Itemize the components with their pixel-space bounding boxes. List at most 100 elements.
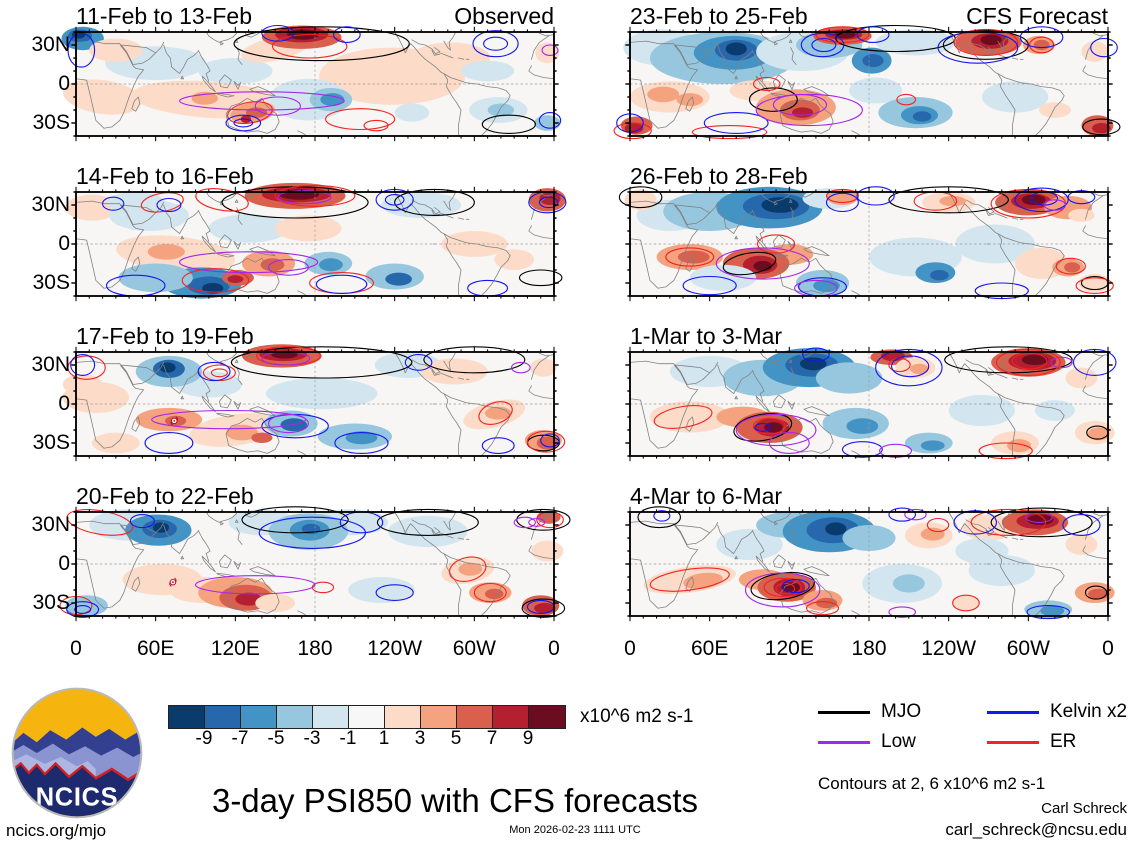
colorbar-tick-label: -9 [195,728,213,749]
er-line-sample [987,740,1039,744]
anomaly-blob [198,58,273,84]
mjo-contour [733,413,793,442]
map-border [75,351,555,457]
anomaly-blob [1033,39,1050,51]
low-contour [772,93,828,116]
anomaly-blob [385,272,412,286]
anomaly-blob [1021,194,1046,205]
x-axis-label: 60W [452,637,496,660]
er-contour [325,108,396,131]
map-panel-23-feb-to-25-feb [613,24,1121,142]
anomaly-blob [815,597,838,609]
mjo-contour [637,506,682,529]
anomaly-blob [910,363,929,375]
coastlines [75,511,555,617]
er-contour [926,517,950,533]
x-axis-label: 0 [1102,637,1114,660]
anomaly-blob [235,592,262,606]
y-axis-label: 30N [31,33,70,56]
low-contour [528,517,546,527]
x-axis-label: 120E [210,637,260,660]
er-contour [181,268,250,293]
kelvin-contour [225,114,262,132]
low-contour [1050,356,1073,369]
y-axis-label: 30N [31,353,70,376]
anomaly-blob [849,77,903,104]
legend-item-low: Low [818,731,916,752]
anomaly-blob [753,260,773,272]
kelvin-contour [483,36,509,51]
anomaly-blob [1092,123,1111,134]
map-border [629,511,1109,617]
anomaly-blob [227,275,244,283]
kelvin-contour [197,361,231,382]
er-contour [756,234,796,254]
colorbar-tick-label: -7 [231,728,249,749]
mjo-contour [521,598,566,618]
coastlines [75,191,555,297]
er-contour [195,188,249,212]
mjo-line-sample [818,710,870,714]
anomaly-blob [487,103,515,117]
anomaly-blob [677,250,710,264]
colorbar-tick-label: -1 [339,728,357,749]
anomaly-blob [348,577,415,603]
legend-item-mjo: MJO [818,701,921,722]
x-axis-label: 0 [548,637,560,660]
er-contour [66,509,134,536]
logo-red-ridge-line [12,761,142,782]
kelvin-contour [67,32,96,68]
anomaly-blob [63,79,143,115]
anomaly-blob [815,362,883,394]
low-contour [744,572,821,608]
kelvin-contour [1072,348,1117,376]
map-border [75,31,555,137]
colorbar-cell [349,706,385,728]
anomaly-blob [799,357,827,371]
anomaly-blob [761,197,799,213]
coastlines [75,31,555,137]
anomaly-blob [381,192,462,218]
legend-item-er: ER [987,731,1076,752]
kelvin-contour [682,275,737,296]
colorbar-cell [493,706,529,728]
panel-title: 23-Feb to 25-Feb [630,3,808,29]
anomaly-blob [202,283,224,294]
anomaly-blob [388,515,468,548]
kelvin-contour [144,432,194,454]
er-contour [271,34,348,59]
er-contour [970,508,1047,536]
y-axis-label: 0 [58,392,70,415]
er-contour [1011,352,1048,370]
anomaly-blob [137,569,169,585]
kelvin-contour [754,422,772,432]
colorbar-cell [313,706,349,728]
anomaly-blob [624,189,657,211]
low-contour [267,413,309,434]
er-contour [649,567,730,592]
anomaly-blob [345,431,378,445]
anomaly-blob [892,574,925,593]
kelvin-line-sample [987,710,1039,714]
colorbar-unit-label: x10^6 m2 s-1 [580,706,694,727]
panel-title: 17-Feb to 19-Feb [76,323,254,349]
anomaly-blob [320,93,345,107]
kelvin-contour [875,348,943,387]
map-border [629,351,1109,457]
mjo-contour [1084,585,1108,600]
kelvin-contour [825,192,859,213]
x-axis-label: 180 [851,637,887,660]
er-contour [478,401,513,426]
coastlines [629,511,1109,617]
colorbar-cell [385,706,421,728]
anomaly-blob [159,362,176,373]
y-axis-label: 30S [32,591,70,614]
anomaly-blob [394,103,430,122]
map-panel-14-feb-to-16-feb [65,182,567,302]
low-contour [194,575,316,595]
y-axis-label: 30N [31,513,70,536]
kelvin-contour [1026,605,1071,620]
colorbar-cell [169,706,205,728]
mjo-contour [722,251,777,276]
panel-corner-label: CFS Forecast [966,3,1108,29]
